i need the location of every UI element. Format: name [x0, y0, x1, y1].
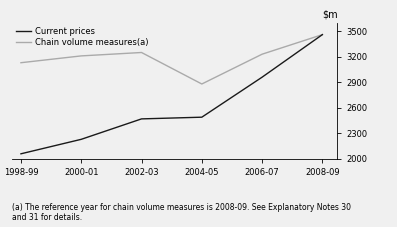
Text: $m: $m: [322, 10, 337, 20]
Text: (a) The reference year for chain volume measures is 2008-09. See Explanatory Not: (a) The reference year for chain volume …: [12, 203, 351, 222]
Legend: Current prices, Chain volume measures(a): Current prices, Chain volume measures(a): [16, 27, 149, 47]
